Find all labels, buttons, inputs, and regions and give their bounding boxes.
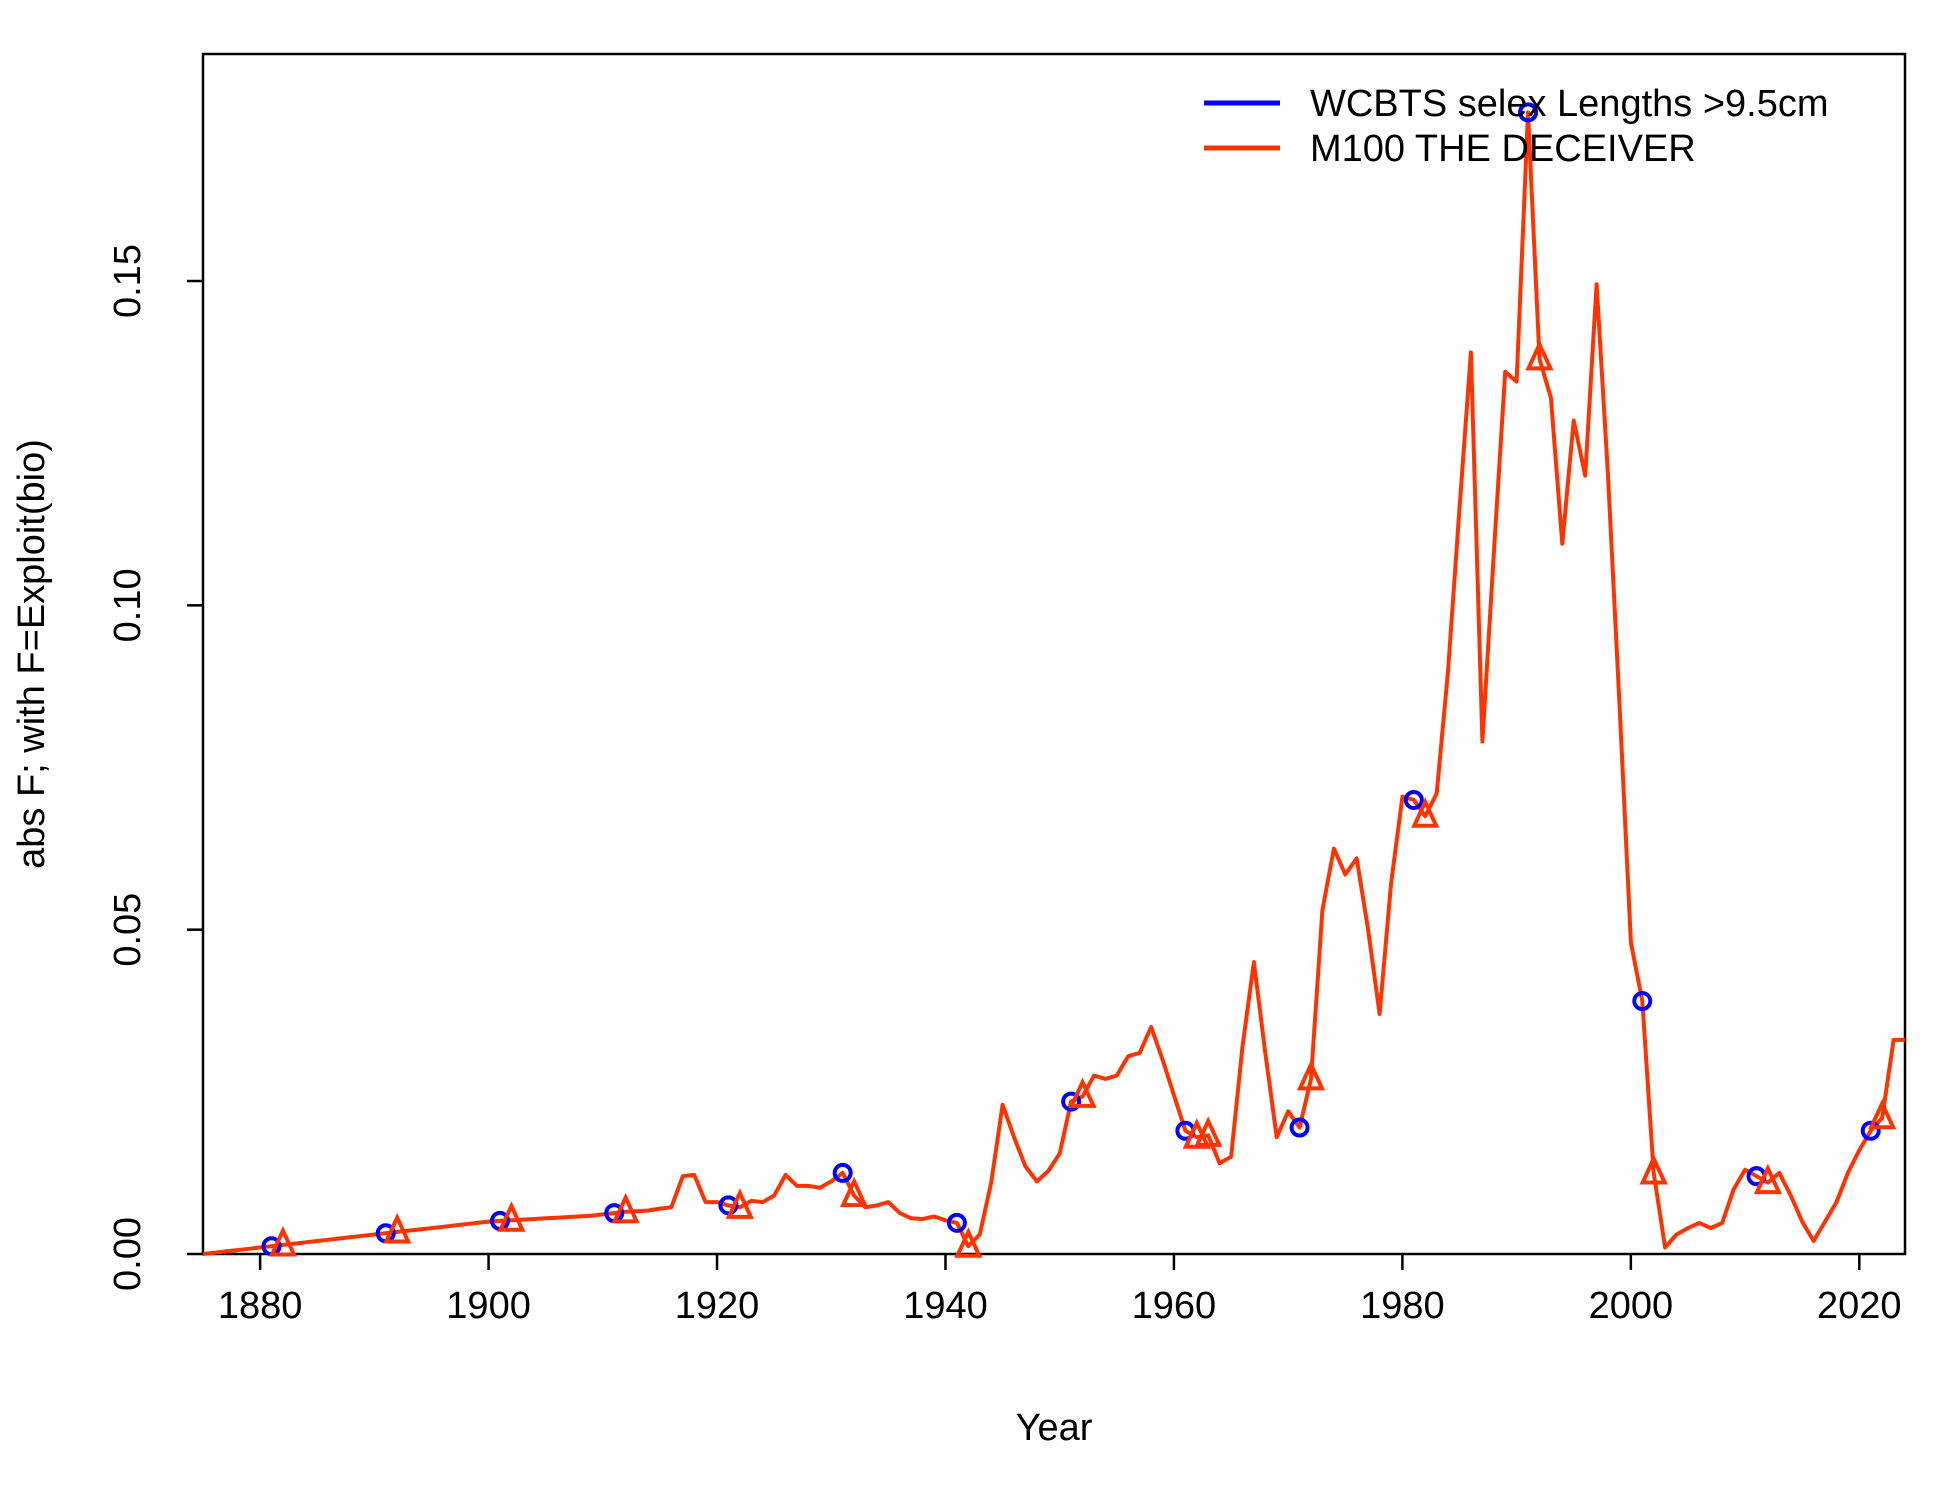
legend-label: M100 THE DECEIVER: [1310, 128, 1696, 170]
series-layer: [202, 102, 1905, 1258]
x-axis-label: Year: [1016, 1407, 1093, 1449]
point-triangle: [1525, 339, 1554, 371]
point-triangle: [1194, 1116, 1223, 1147]
series-line-m100: [202, 110, 1905, 1256]
point-triangle: [725, 1188, 754, 1219]
point-circle: [832, 1162, 853, 1183]
x-tick-label: 1880: [218, 1285, 303, 1327]
y-axis-label: abs F; with F=Exploit(bio): [11, 439, 53, 869]
point-triangle: [611, 1192, 640, 1224]
point-circle: [1403, 789, 1424, 810]
legend-label: WCBTS selex Lengths >9.5cm: [1310, 83, 1829, 125]
point-circle: [1061, 1091, 1082, 1112]
x-tick-label: 2000: [1589, 1285, 1674, 1327]
point-circle: [946, 1212, 967, 1233]
y-tick-label: 0.00: [107, 1217, 149, 1291]
x-tick-label: 1980: [1360, 1285, 1445, 1327]
point-triangle: [1296, 1059, 1326, 1091]
y-tick-label: 0.05: [107, 893, 149, 967]
y-axis: 0.00 0.05 0.10 0.15: [107, 244, 203, 1291]
point-triangle: [497, 1201, 526, 1232]
point-circle: [1632, 991, 1653, 1012]
x-tick-label: 1920: [675, 1285, 760, 1327]
point-triangle: [268, 1225, 298, 1257]
point-triangle: [1868, 1098, 1897, 1130]
point-triangle: [383, 1212, 412, 1244]
point-triangle: [1411, 797, 1440, 828]
point-circle: [1518, 102, 1539, 123]
point-triangle: [1639, 1153, 1668, 1185]
point-triangle: [839, 1176, 869, 1208]
x-tick-label: 1900: [446, 1285, 531, 1327]
point-circle: [1289, 1117, 1310, 1138]
point-triangle: [1068, 1077, 1097, 1108]
point-triangle: [1753, 1163, 1783, 1195]
y-tick-label: 0.15: [107, 244, 149, 318]
x-tick-label: 1940: [903, 1285, 988, 1327]
point-triangle: [954, 1227, 983, 1258]
x-axis: 1880 1900 1920 1940 1960 1980 2000 2020: [218, 1254, 1902, 1327]
point-circle: [1860, 1120, 1881, 1141]
x-tick-label: 1960: [1132, 1285, 1217, 1327]
y-tick-label: 0.10: [107, 568, 149, 642]
plot-frame: [201, 52, 1907, 1256]
x-tick-label: 2020: [1817, 1285, 1902, 1327]
